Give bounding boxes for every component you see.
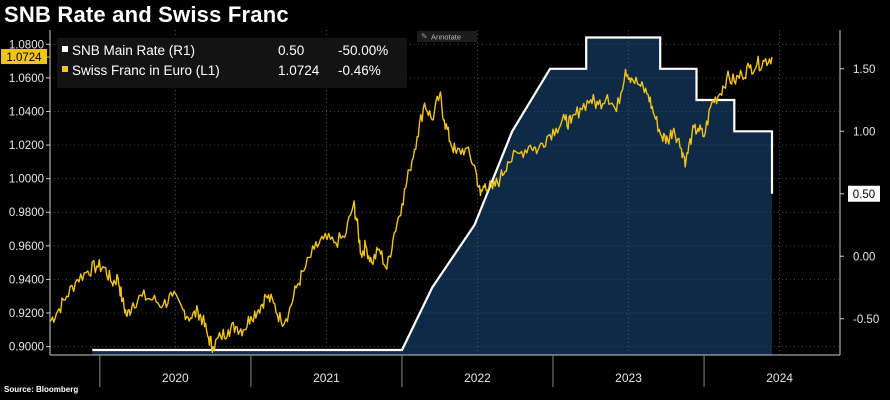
pencil-icon: ✎ [421,32,428,41]
right-tick-label-0: -0.50 [853,314,879,326]
legend-rate-change: -50.00% [338,43,388,58]
legend-rate-name: SNB Main Rate (R1) [72,43,195,58]
left-tick-label-0: 0.9000 [9,342,44,354]
rate-area-fill [92,37,773,355]
swiss-franc-line [49,55,773,354]
left-tick-label-8: 1.0600 [9,73,44,85]
legend-marker-franc [62,66,68,72]
right-tick-label-4: 1.50 [853,64,875,76]
left-tick-label-5: 1.0000 [9,174,44,186]
source-note: Source: Bloomberg [4,385,79,394]
rate-last-value-badge [848,185,880,202]
series-lines [49,36,774,354]
legend-franc-change: -0.46% [338,63,381,78]
left-tick-label-2: 0.9400 [9,274,44,286]
left-tick-label-1: 0.9200 [9,308,44,320]
snb-rate-line [92,36,774,352]
annotate-button-bg [417,31,477,42]
x-tick-label-2022: 2022 [464,371,491,385]
right-tick-label-1: 0.00 [853,251,875,263]
left-tick-label-9: 1.0800 [9,39,44,51]
x-tick-label-2024: 2024 [766,371,793,385]
legend-marker-rate [62,46,68,52]
annotate-label: Annotate [431,33,461,42]
axes: 0.9000 0.9200 0.9400 0.9600 0.9800 1.0000 1.02… [1,30,880,387]
x-tick-label-2021: 2021 [313,371,340,385]
left-tick-label-4: 0.9800 [9,207,44,219]
x-tick-label-2023: 2023 [615,371,642,385]
legend-background [57,38,407,88]
chart-title: SNB Rate and Swiss Franc [4,2,289,27]
left-tick-label-3: 0.9600 [9,241,44,253]
left-tick-label-6: 1.0200 [9,140,44,152]
legend: SNB Main Rate (R1) 0.50 -50.00% Swiss Fr… [57,38,407,88]
legend-franc-name: Swiss Franc in Euro (L1) [72,63,220,78]
annotate-button[interactable]: ✎ Annotate [417,31,477,42]
left-tick-label-7: 1.0400 [9,106,44,118]
legend-rate-value: 0.50 [278,43,304,58]
franc-last-value-badge [1,49,47,65]
rate-fill-layer [92,37,773,355]
legend-franc-value: 1.0724 [278,63,320,78]
rate-last-value-label: 0.50 [853,189,875,201]
x-tick-label-2020: 2020 [162,371,189,385]
right-tick-label-3: 1.00 [853,126,875,138]
franc-last-value-label: 1.0724 [6,52,42,64]
